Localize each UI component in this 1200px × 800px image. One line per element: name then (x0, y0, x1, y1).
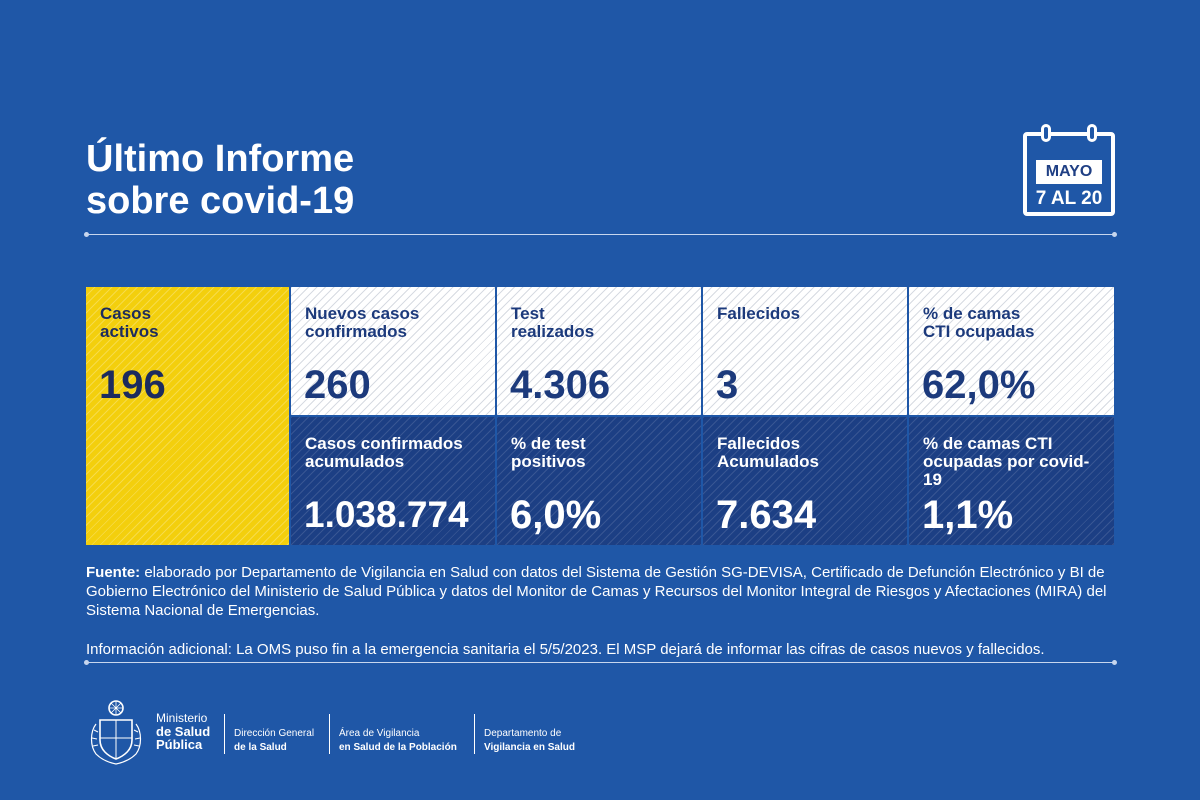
ministry-line-3: Pública (156, 737, 203, 752)
stat-value: 7.634 (716, 493, 817, 537)
stat-label: Fallecidos Acumulados (717, 434, 820, 471)
stat-nuevos-casos: Nuevos casos confirmados 260 (291, 287, 495, 415)
stat-value: 6,0% (510, 493, 602, 537)
footer-area: Área de Vigilancia en Salud de la Poblac… (339, 728, 457, 753)
coat-of-arms-icon (90, 700, 142, 765)
stat-fallecidos: Fallecidos 3 (703, 287, 907, 415)
stat-value: 196 (99, 363, 166, 407)
stat-label: Nuevos casos confirmados (305, 304, 420, 341)
stat-label: Fallecidos (717, 304, 801, 323)
footer: Ministerio de Salud Pública Dirección Ge… (86, 698, 646, 768)
divider (84, 660, 1117, 665)
stat-value: 62,0% (922, 363, 1036, 407)
stat-label: Casos activos (100, 304, 159, 341)
stat-label: % de camas CTI ocupadas (923, 304, 1035, 341)
page-title: Último Informe sobre covid-19 (86, 138, 354, 222)
stat-casos-acumulados: Casos confirmados acumulados 1.038.774 (291, 417, 495, 545)
stat-camas-cti: % de camas CTI ocupadas 62,0% (909, 287, 1114, 415)
stat-label: % de camas CTI ocupadas por covid-19 (923, 434, 1090, 489)
stats-grid: Casos activos 196 Nuevos casos confirmad… (86, 287, 1114, 545)
ministry-line-1: Ministerio (156, 711, 208, 725)
footer-departamento: Departamento de Vigilancia en Salud (484, 728, 575, 753)
stat-label: Test realizados (511, 304, 595, 341)
stat-value: 4.306 (510, 363, 611, 407)
calendar-month: MAYO (1036, 160, 1102, 184)
footer-separator (329, 714, 330, 754)
additional-info: Información adicional: La OMS puso fin a… (86, 641, 1045, 658)
stat-test-positivos: % de test positivos 6,0% (497, 417, 701, 545)
stat-label: Casos confirmados acumulados (305, 434, 463, 471)
stat-casos-activos: Casos activos 196 (86, 287, 289, 545)
source-note: Fuente: elaborado por Departamento de Vi… (86, 563, 1116, 620)
stat-value: 3 (716, 363, 739, 407)
source-prefix: Fuente: (86, 564, 141, 581)
stat-value: 1,1% (922, 493, 1014, 537)
stat-test-realizados: Test realizados 4.306 (497, 287, 701, 415)
calendar-icon: MAYO 7 AL 20 (1023, 124, 1115, 216)
footer-separator (224, 714, 225, 754)
ministry-line-2: de Salud (156, 724, 211, 739)
source-text: elaborado por Departamento de Vigilancia… (86, 564, 1107, 619)
footer-direccion: Dirección General de la Salud (234, 728, 315, 753)
stat-value: 1.038.774 (304, 494, 469, 535)
title-line-2: sobre covid-19 (86, 180, 355, 222)
stat-label: % de test positivos (511, 434, 586, 471)
divider (84, 232, 1117, 237)
footer-separator (474, 714, 475, 754)
ministry-name: Ministerio de Salud Pública (156, 711, 211, 752)
calendar-ring (1087, 124, 1097, 142)
title-line-1: Último Informe (86, 138, 355, 180)
calendar-range: 7 AL 20 (1035, 188, 1103, 209)
stat-fallecidos-acumulados: Fallecidos Acumulados 7.634 (703, 417, 907, 545)
stat-camas-cti-covid: % de camas CTI ocupadas por covid-19 1,1… (909, 417, 1114, 545)
calendar-ring (1041, 124, 1051, 142)
stat-value: 260 (304, 363, 371, 407)
